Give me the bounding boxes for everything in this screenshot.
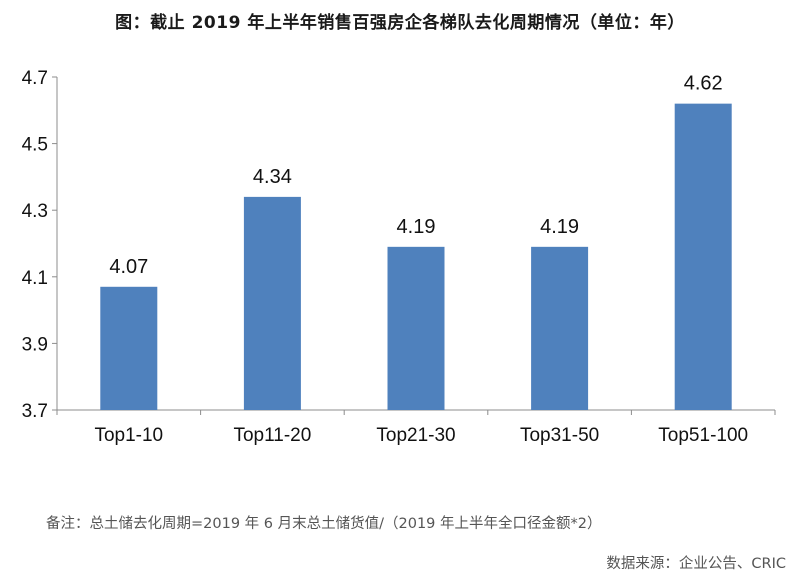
y-tick-label: 4.7: [22, 68, 48, 89]
category-label-top11-20: Top11-20: [233, 425, 311, 446]
data-label-top11-20: 4.34: [253, 166, 292, 188]
y-tick-label: 4.5: [22, 135, 48, 156]
bar-top31-50: [531, 246, 589, 410]
y-tick-label: 4.1: [22, 268, 48, 289]
data-label-top31-50: 4.19: [540, 216, 579, 238]
category-label-top31-50: Top31-50: [520, 425, 599, 446]
y-tick-label: 3.7: [22, 401, 48, 422]
data-label-top51-100: 4.62: [684, 73, 723, 95]
category-label-top1-10: Top1-10: [94, 425, 163, 446]
category-label-top21-30: Top21-30: [376, 425, 455, 446]
data-source: 数据来源：企业公告、CRIC: [606, 556, 786, 572]
bar-top1-10: [100, 286, 158, 410]
bar-top21-30: [387, 246, 445, 410]
data-label-top1-10: 4.07: [109, 256, 148, 278]
footnote: 备注：总土储去化周期=2019 年 6 月末总土储货值/（2019 年上半年全口…: [46, 516, 602, 532]
y-tick-label: 4.3: [22, 201, 48, 222]
category-label-top51-100: Top51-100: [658, 425, 748, 446]
bar-top11-20: [243, 196, 301, 410]
data-label-top21-30: 4.19: [397, 216, 436, 238]
bar-top51-100: [674, 103, 732, 410]
y-tick-label: 3.9: [22, 334, 48, 355]
chart-title: 图：截止 2019 年上半年销售百强房企各梯队去化周期情况（单位：年）: [115, 13, 685, 33]
